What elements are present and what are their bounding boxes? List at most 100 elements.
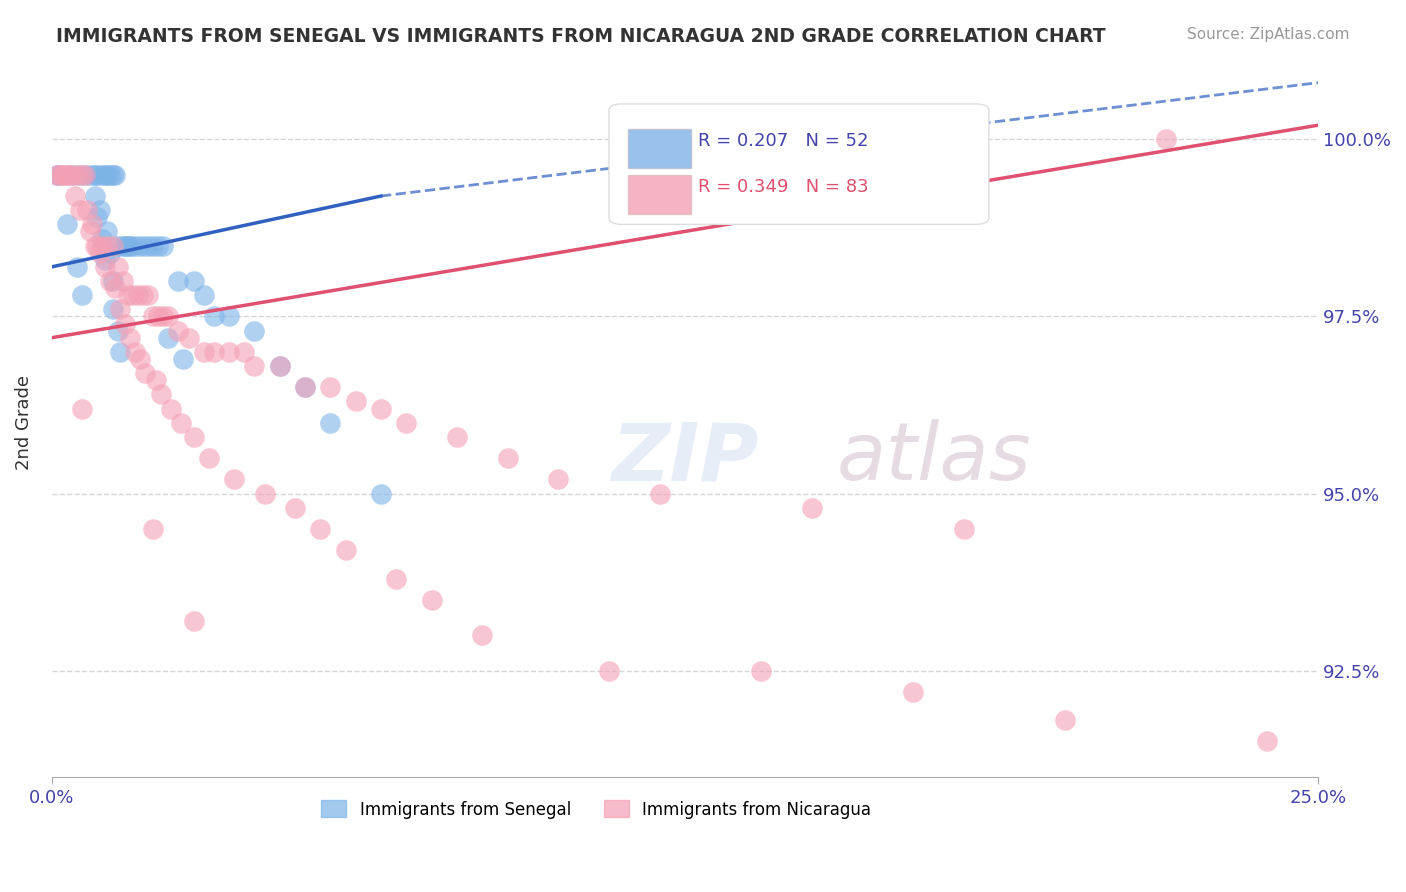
Point — [145, 373, 167, 387]
Point — [45, 168, 67, 182]
Point — [70, 288, 93, 302]
Text: atlas: atlas — [837, 419, 1032, 497]
Point — [294, 380, 316, 394]
Point — [45, 168, 67, 182]
Point — [385, 572, 408, 586]
Point — [152, 310, 174, 324]
Point — [107, 324, 129, 338]
Point — [344, 394, 367, 409]
Point — [94, 168, 117, 182]
Point — [124, 344, 146, 359]
Point — [218, 310, 240, 324]
Point — [114, 238, 136, 252]
Point — [98, 274, 121, 288]
Point — [152, 238, 174, 252]
Point — [96, 168, 118, 182]
Point — [101, 302, 124, 317]
Point — [48, 168, 70, 182]
Point — [117, 288, 139, 302]
Point — [142, 238, 165, 252]
Point — [48, 168, 70, 182]
Point — [1053, 713, 1076, 727]
Point — [69, 203, 91, 218]
Point — [96, 238, 118, 252]
Point — [136, 288, 159, 302]
Point — [294, 380, 316, 394]
Point — [98, 168, 121, 182]
Point — [183, 614, 205, 628]
Point — [107, 260, 129, 274]
Point — [83, 238, 105, 252]
Point — [82, 218, 104, 232]
Point — [159, 401, 181, 416]
Point — [58, 168, 80, 182]
Point — [89, 203, 111, 218]
Text: IMMIGRANTS FROM SENEGAL VS IMMIGRANTS FROM NICARAGUA 2ND GRADE CORRELATION CHART: IMMIGRANTS FROM SENEGAL VS IMMIGRANTS FR… — [56, 27, 1107, 45]
Point — [104, 168, 127, 182]
Point — [94, 260, 117, 274]
Point — [89, 245, 111, 260]
Point — [172, 351, 194, 366]
Point — [598, 664, 620, 678]
Point — [127, 238, 149, 252]
Point — [269, 359, 291, 373]
Point — [132, 238, 155, 252]
Point — [120, 331, 142, 345]
Point — [101, 274, 124, 288]
Point — [121, 288, 143, 302]
Point — [202, 310, 225, 324]
Point — [193, 288, 215, 302]
Point — [108, 302, 131, 317]
Point — [129, 351, 152, 366]
Point — [253, 486, 276, 500]
Point — [60, 168, 83, 182]
Point — [1256, 734, 1278, 748]
Point — [91, 168, 114, 182]
FancyBboxPatch shape — [628, 128, 692, 168]
Point — [86, 168, 108, 182]
Point — [496, 451, 519, 466]
Point — [76, 203, 98, 218]
Point — [471, 628, 494, 642]
Point — [82, 168, 104, 182]
Point — [127, 288, 149, 302]
Point — [749, 664, 772, 678]
Point — [108, 344, 131, 359]
Point — [901, 685, 924, 699]
Point — [177, 331, 200, 345]
Point — [107, 238, 129, 252]
Point — [224, 472, 246, 486]
FancyBboxPatch shape — [628, 175, 692, 214]
Point — [142, 522, 165, 536]
Point — [167, 274, 190, 288]
Point — [202, 344, 225, 359]
Point — [149, 387, 172, 401]
Point — [146, 238, 169, 252]
Point — [56, 218, 79, 232]
Point — [56, 168, 79, 182]
Point — [309, 522, 332, 536]
Point — [146, 310, 169, 324]
Point — [117, 238, 139, 252]
Y-axis label: 2nd Grade: 2nd Grade — [15, 376, 32, 470]
Point — [547, 472, 569, 486]
Legend: Immigrants from Senegal, Immigrants from Nicaragua: Immigrants from Senegal, Immigrants from… — [315, 794, 879, 825]
Point — [446, 430, 468, 444]
Point — [66, 260, 89, 274]
Point — [269, 359, 291, 373]
Point — [70, 401, 93, 416]
Point — [98, 245, 121, 260]
Point — [142, 310, 165, 324]
Point — [83, 189, 105, 203]
Text: ZIP: ZIP — [612, 419, 759, 497]
Point — [91, 238, 114, 252]
Point — [96, 224, 118, 238]
Point — [69, 168, 91, 182]
Point — [170, 416, 193, 430]
Point — [1154, 132, 1177, 146]
Point — [183, 274, 205, 288]
Point — [70, 168, 93, 182]
Point — [648, 486, 671, 500]
Point — [104, 281, 127, 295]
Point — [66, 168, 89, 182]
